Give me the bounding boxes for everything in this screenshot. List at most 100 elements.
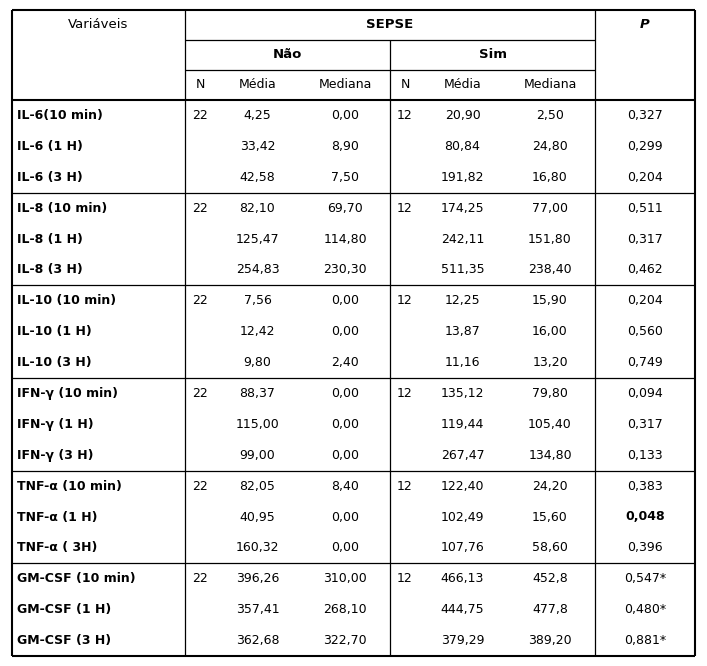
Text: 7,50: 7,50 [331,170,359,184]
Text: IL-10 (3 H): IL-10 (3 H) [17,356,92,369]
Text: 2,50: 2,50 [536,109,564,122]
Text: 379,29: 379,29 [440,634,484,647]
Text: 12,42: 12,42 [240,325,275,338]
Text: IFN-γ (10 min): IFN-γ (10 min) [17,387,118,400]
Text: 13,20: 13,20 [532,356,568,369]
Text: 0,048: 0,048 [625,511,665,523]
Text: 122,40: 122,40 [440,480,484,493]
Text: 0,133: 0,133 [627,449,663,462]
Text: 0,462: 0,462 [627,263,663,276]
Text: 174,25: 174,25 [440,202,484,214]
Text: 33,42: 33,42 [240,140,275,153]
Text: N: N [195,79,205,91]
Text: 69,70: 69,70 [327,202,363,214]
Text: 105,40: 105,40 [528,418,572,431]
Text: TNF-α ( 3H): TNF-α ( 3H) [17,541,98,554]
Text: IFN-γ (3 H): IFN-γ (3 H) [17,449,93,462]
Text: 8,90: 8,90 [331,140,359,153]
Text: 15,60: 15,60 [532,511,568,523]
Text: 0,299: 0,299 [627,140,663,153]
Text: 160,32: 160,32 [235,541,279,554]
Text: 0,396: 0,396 [627,541,663,554]
Text: 191,82: 191,82 [440,170,484,184]
Text: Média: Média [239,79,276,91]
Text: 12: 12 [397,480,413,493]
Text: P: P [640,19,650,31]
Text: Mediana: Mediana [523,79,577,91]
Text: 0,547*: 0,547* [624,572,666,585]
Text: 12: 12 [397,294,413,307]
Text: 0,511: 0,511 [627,202,663,214]
Text: 12: 12 [397,572,413,585]
Text: 322,70: 322,70 [323,634,367,647]
Text: 254,83: 254,83 [235,263,279,276]
Text: 119,44: 119,44 [440,418,484,431]
Text: 11,16: 11,16 [445,356,480,369]
Text: IL-8 (3 H): IL-8 (3 H) [17,263,83,276]
Text: N: N [400,79,409,91]
Text: 134,80: 134,80 [528,449,572,462]
Text: 12: 12 [397,109,413,122]
Text: IL-8 (10 min): IL-8 (10 min) [17,202,107,214]
Text: 22: 22 [192,572,208,585]
Text: 20,90: 20,90 [445,109,480,122]
Text: 0,00: 0,00 [331,109,359,122]
Text: Média: Média [443,79,481,91]
Text: 135,12: 135,12 [440,387,484,400]
Text: 9,80: 9,80 [244,356,271,369]
Text: 151,80: 151,80 [528,232,572,246]
Text: 0,327: 0,327 [627,109,663,122]
Text: 0,00: 0,00 [331,387,359,400]
Text: 82,05: 82,05 [240,480,276,493]
Text: 230,30: 230,30 [323,263,367,276]
Text: 396,26: 396,26 [236,572,279,585]
Text: 0,317: 0,317 [627,232,663,246]
Text: 80,84: 80,84 [445,140,481,153]
Text: 22: 22 [192,387,208,400]
Text: 357,41: 357,41 [235,603,279,616]
Text: Variáveis: Variáveis [69,19,129,31]
Text: 15,90: 15,90 [532,294,568,307]
Text: 40,95: 40,95 [240,511,275,523]
Text: 13,87: 13,87 [445,325,480,338]
Text: IL-10 (1 H): IL-10 (1 H) [17,325,92,338]
Text: 477,8: 477,8 [532,603,568,616]
Text: 511,35: 511,35 [440,263,484,276]
Text: 16,00: 16,00 [532,325,568,338]
Text: 12: 12 [397,387,413,400]
Text: 267,47: 267,47 [440,449,484,462]
Text: 114,80: 114,80 [323,232,367,246]
Text: IL-10 (10 min): IL-10 (10 min) [17,294,116,307]
Text: 24,20: 24,20 [532,480,568,493]
Text: 238,40: 238,40 [528,263,572,276]
Text: 0,00: 0,00 [331,325,359,338]
Text: 0,383: 0,383 [627,480,663,493]
Text: TNF-α (10 min): TNF-α (10 min) [17,480,122,493]
Text: 0,317: 0,317 [627,418,663,431]
Text: 4,25: 4,25 [244,109,271,122]
Text: 0,480*: 0,480* [624,603,666,616]
Text: 0,560: 0,560 [627,325,663,338]
Text: 389,20: 389,20 [528,634,572,647]
Text: 22: 22 [192,202,208,214]
Text: 115,00: 115,00 [235,418,279,431]
Text: 42,58: 42,58 [240,170,275,184]
Text: 444,75: 444,75 [440,603,484,616]
Text: 268,10: 268,10 [323,603,367,616]
Text: 0,00: 0,00 [331,541,359,554]
Text: SEPSE: SEPSE [366,19,414,31]
Text: 77,00: 77,00 [532,202,568,214]
Text: 310,00: 310,00 [323,572,367,585]
Text: 125,47: 125,47 [235,232,279,246]
Text: IL-6 (1 H): IL-6 (1 H) [17,140,83,153]
Text: 0,749: 0,749 [627,356,663,369]
Text: GM-CSF (10 min): GM-CSF (10 min) [17,572,136,585]
Text: 102,49: 102,49 [440,511,484,523]
Text: 99,00: 99,00 [240,449,275,462]
Text: 0,204: 0,204 [627,170,663,184]
Text: 22: 22 [192,294,208,307]
Text: Mediana: Mediana [318,79,372,91]
Text: 0,00: 0,00 [331,449,359,462]
Text: 12: 12 [397,202,413,214]
Text: 12,25: 12,25 [445,294,480,307]
